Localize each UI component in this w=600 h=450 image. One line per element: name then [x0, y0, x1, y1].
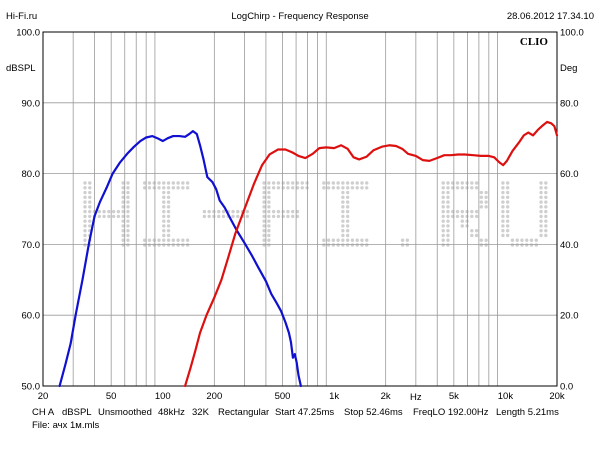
y-axis-label-right: Deg [560, 63, 577, 74]
footer-item-unit: dBSPL [62, 407, 92, 418]
x-tick-label: 5k [449, 391, 459, 402]
brand-label: CLIO [520, 36, 549, 48]
x-tick-label: 20k [549, 391, 565, 402]
x-tick-label: 50 [106, 391, 117, 402]
footer-item-smoothing: Unsmoothed [98, 407, 152, 418]
y-tick-label-left: 50.0 [22, 382, 41, 393]
footer-item-freqlo: FreqLO 192.00Hz [413, 407, 489, 418]
x-tick-label: 10k [498, 391, 514, 402]
footer-item-size: 32K [192, 407, 209, 418]
footer-item-window: Rectangular [218, 407, 270, 418]
y-tick-label-right: 100.0 [560, 28, 584, 39]
header-right: 28.06.2012 17.34.10 [506, 11, 594, 22]
footer-file: File: ачх 1м.mls [32, 420, 100, 431]
x-axis-label: Hz [410, 392, 422, 403]
y-tick-label-left: 70.0 [22, 240, 41, 251]
y-tick-label-left: 80.0 [22, 169, 41, 180]
footer-item-length: Length 5.21ms [496, 407, 559, 418]
y-tick-label-right: 60.0 [560, 169, 579, 180]
x-tick-label: 100 [155, 391, 171, 402]
y-tick-label-left: 60.0 [22, 311, 41, 322]
y-tick-label-left: 100.0 [16, 28, 40, 39]
tick-labels: 20 50 100 200 500 1k 2k 5k 10k 20k 100.0 90.0 80.0 70… [16, 28, 584, 403]
series-lines [58, 120, 559, 388]
footer-item-stop: Stop 52.46ms [344, 407, 403, 418]
x-tick-label: 2k [381, 391, 391, 402]
x-tick-label: 200 [206, 391, 222, 402]
footer-item-channel: CH A [32, 407, 55, 418]
x-tick-label: 1k [329, 391, 339, 402]
x-tick-label: 20 [38, 391, 49, 402]
series-line-red [183, 120, 559, 388]
footer-item-rate: 48kHz [158, 407, 185, 418]
y-tick-label-right: 40.0 [560, 240, 579, 251]
chart-grid [42, 32, 558, 386]
y-tick-label-right: 0.0 [560, 382, 573, 393]
y-tick-label-left: 90.0 [22, 98, 41, 109]
header-left: Hi-Fi.ru [6, 11, 38, 22]
y-tick-label-right: 20.0 [560, 311, 579, 322]
series-line-blue [58, 130, 302, 388]
chart-title: LogChirp - Frequency Response [231, 11, 369, 22]
watermark-dots [83, 181, 548, 247]
plot-frame [42, 31, 558, 387]
y-axis-label-left: dBSPL [6, 63, 36, 74]
footer-item-start: Start 47.25ms [275, 407, 335, 418]
x-tick-label: 500 [275, 391, 291, 402]
y-tick-label-right: 80.0 [560, 98, 579, 109]
